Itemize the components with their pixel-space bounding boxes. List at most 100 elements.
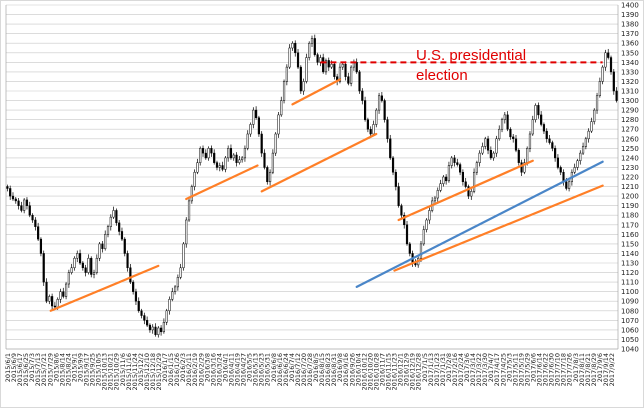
x-tick-label: 2017/8/29	[590, 353, 598, 386]
candle-body	[294, 42, 297, 54]
x-tick-label: 2017/4/17	[493, 353, 501, 386]
candle-body	[545, 130, 548, 140]
y-tick-label: 1220	[621, 174, 639, 182]
x-tick-label: 2015/8/24	[64, 353, 72, 386]
x-tick-label: 2016/6/16	[276, 353, 284, 386]
candle-body	[531, 119, 534, 135]
candle-body	[182, 243, 185, 269]
candle-body	[447, 165, 451, 182]
x-tick-label: 2015/6/17	[16, 353, 24, 386]
candle-body	[595, 95, 599, 111]
y-tick-label: 1140	[621, 250, 639, 258]
trendlines	[49, 78, 604, 312]
candle-body	[445, 176, 448, 182]
candle-body	[199, 148, 202, 163]
candle-body	[344, 63, 347, 77]
candle-body	[313, 38, 316, 55]
candle-body	[456, 162, 459, 165]
candle-body	[612, 71, 615, 92]
x-tick-label: 2016/7/20	[300, 353, 308, 386]
candle-body	[478, 152, 481, 163]
candle-body	[51, 296, 54, 307]
x-tick-label: 2017/1/31	[439, 353, 447, 386]
x-tick-label: 2017/8/11	[578, 353, 586, 386]
candle-body	[207, 148, 210, 159]
candle-body	[397, 186, 400, 206]
candle-body	[489, 149, 492, 159]
candle-body	[59, 291, 62, 300]
candle-body	[218, 165, 221, 168]
candle-body	[484, 138, 487, 147]
x-tick-label: 2015/7/13	[34, 353, 42, 386]
candle-body	[252, 109, 255, 125]
candle-body	[37, 226, 40, 240]
candle-body	[394, 171, 397, 187]
candle-body	[509, 128, 512, 138]
y-tick-label: 1280	[621, 116, 639, 124]
candle-body	[422, 229, 425, 245]
candle-body	[579, 152, 582, 162]
y-tick-label: 1330	[621, 68, 639, 76]
x-tick-label: 2015/10/21	[107, 353, 115, 390]
x-tick-label: 2017/1/23	[433, 353, 441, 386]
x-tick-label: 2016/12/19	[409, 353, 417, 390]
candle-body	[196, 162, 199, 173]
candle-body	[9, 188, 12, 197]
candle-body	[383, 100, 386, 120]
x-tick-label: 2015/9/9	[76, 353, 84, 382]
candle-body	[450, 157, 453, 166]
candle-body	[442, 176, 445, 184]
candle-body	[391, 157, 395, 173]
x-tick-label: 2017/3/30	[481, 353, 489, 386]
candle-body	[492, 152, 495, 159]
candle-body	[17, 200, 20, 206]
x-tick-label: 2017/3/6	[463, 353, 471, 382]
candle-body	[20, 205, 23, 211]
y-tick-label: 1080	[621, 307, 639, 315]
trendline-6	[393, 184, 604, 272]
x-tick-label: 2016/3/8	[203, 353, 211, 382]
candle-body	[213, 152, 216, 163]
x-tick-label: 2015/11/24	[131, 353, 139, 390]
candle-body	[540, 114, 543, 125]
candle-body	[266, 167, 269, 183]
candle-body	[377, 95, 381, 111]
candle-body	[246, 133, 249, 149]
candle-body	[590, 121, 593, 132]
x-tick-label: 2017/1/5	[421, 353, 429, 382]
candle-body	[185, 219, 188, 245]
candle-body	[112, 210, 115, 218]
candle-body	[285, 66, 288, 82]
x-tick-label: 2016/10/4	[354, 353, 362, 386]
y-tick-label: 1240	[621, 154, 639, 162]
y-tick-label: 1100	[621, 288, 639, 296]
trendline-1	[49, 264, 160, 312]
candle-body	[165, 310, 168, 323]
x-tick-label: 2016/4/27	[240, 353, 248, 386]
x-tick-label: 2016/4/19	[234, 353, 242, 386]
candle-body	[168, 299, 171, 312]
x-tick-label: 2016/9/8	[336, 353, 344, 382]
candle-body	[154, 326, 157, 335]
x-tick-label: 2016/7/12	[294, 353, 302, 386]
candle-body	[428, 210, 431, 221]
trendline-7	[355, 160, 604, 288]
x-tick-label: 2016/2/3	[179, 353, 187, 382]
candle-body	[464, 181, 467, 187]
y-tick-label: 1090	[621, 298, 639, 306]
y-tick-label: 1350	[621, 49, 639, 57]
x-tick-label: 2017/5/3	[505, 353, 513, 382]
y-tick-label: 1180	[621, 212, 639, 220]
y-tick-label: 1210	[621, 183, 639, 191]
candle-body	[517, 149, 520, 163]
candle-body	[25, 199, 29, 206]
candle-body	[78, 253, 82, 264]
candle-body	[366, 119, 369, 130]
candle-body	[28, 205, 31, 216]
y-tick-label: 1260	[621, 135, 639, 143]
x-tick-label: 2016/8/5	[312, 353, 320, 382]
candle-body	[263, 152, 266, 168]
candle-body	[193, 171, 196, 187]
x-tick-label: 2017/9/6	[596, 353, 604, 382]
x-tick-label: 2016/9/26	[348, 353, 356, 386]
